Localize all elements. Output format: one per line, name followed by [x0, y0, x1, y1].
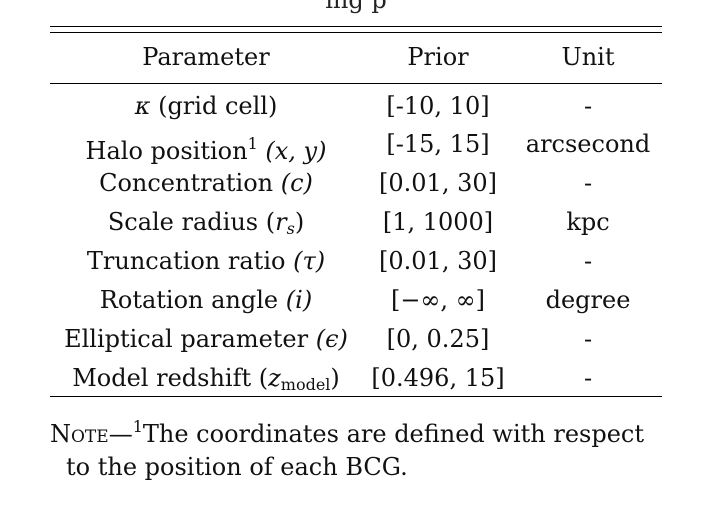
table-row: Scale radius (rs) [1, 1000] kpc	[50, 203, 662, 241]
prior-cell: [-15, 15]	[386, 130, 490, 158]
table-row: Halo position1 (x, y) [-15, 15] arcsecon…	[50, 125, 662, 165]
header-rule	[50, 83, 662, 84]
unit-cell: -	[583, 169, 593, 197]
param-label: Halo position	[85, 137, 248, 165]
param-label: (grid cell)	[158, 92, 278, 120]
top-rule	[50, 26, 662, 27]
param-cell: Halo position1 (x, y)	[50, 125, 362, 170]
param-symbol: κ	[134, 92, 151, 120]
param-symbol: r	[275, 208, 287, 236]
footnote-line-1: Note—1The coordinates are defined with r…	[50, 410, 670, 451]
unit-cell: degree	[545, 286, 631, 314]
param-symbol: (c)	[280, 169, 313, 197]
note-text-line-1: The coordinates are defined with respect	[142, 420, 645, 448]
note-text-line-2: to the position of each BCG.	[66, 453, 408, 481]
param-cell: Concentration (c)	[50, 164, 362, 202]
param-symbol: (i)	[285, 286, 313, 314]
footnote-marker: 1	[132, 417, 143, 436]
prior-cell: [0.01, 30]	[379, 169, 497, 197]
param-label: Truncation ratio	[86, 247, 286, 275]
header-prior: Prior	[407, 43, 469, 71]
table-row: κ (grid cell) [-10, 10] -	[50, 87, 662, 125]
param-symbol: (ϵ)	[315, 325, 348, 353]
table-row: Elliptical parameter (ϵ) [0, 0.25] -	[50, 320, 662, 358]
prior-cell: [-10, 10]	[386, 92, 490, 120]
prior-cell: [1, 1000]	[382, 208, 494, 236]
unit-cell: -	[583, 364, 593, 392]
prior-cell: [−∞, ∞]	[390, 286, 486, 314]
table-row: Truncation ratio (τ) [0.01, 30] -	[50, 242, 662, 280]
unit-cell: arcsecond	[525, 130, 651, 158]
unit-cell: -	[583, 325, 593, 353]
param-cell: Elliptical parameter (ϵ)	[50, 320, 362, 358]
param-cell: Rotation angle (i)	[50, 281, 362, 319]
unit-cell: -	[583, 247, 593, 275]
prior-cell: [0.01, 30]	[379, 247, 497, 275]
param-symbol-subscript: s	[286, 219, 295, 238]
param-cell: Scale radius (rs)	[107, 208, 305, 238]
footnote-marker: 1	[247, 134, 258, 153]
prior-cell: [0.496, 15]	[371, 364, 505, 392]
top-rule-double	[50, 32, 662, 33]
prior-cell: [0, 0.25]	[386, 325, 490, 353]
param-label: Elliptical parameter	[64, 325, 309, 353]
param-label: Scale radius	[107, 208, 259, 236]
param-symbol: (τ)	[293, 247, 326, 275]
param-label: Model redshift	[72, 364, 252, 392]
param-symbol-subscript: model	[280, 375, 331, 394]
param-label: Concentration	[99, 169, 274, 197]
param-cell: κ (grid cell)	[50, 87, 362, 125]
header-unit: Unit	[561, 43, 615, 71]
note-dash: —	[108, 420, 133, 448]
param-label: Rotation angle	[99, 286, 279, 314]
bottom-rule	[50, 396, 662, 397]
param-symbol: z	[268, 364, 281, 392]
table-footnote: Note—1The coordinates are defined with r…	[50, 410, 670, 484]
unit-cell: -	[583, 92, 593, 120]
header-parameter: Parameter	[142, 43, 270, 71]
param-cell: Model redshift (zmodel)	[72, 364, 340, 394]
table-row: Rotation angle (i) [−∞, ∞] degree	[50, 281, 662, 319]
param-symbol: (x, y)	[265, 137, 327, 165]
note-label: Note	[50, 420, 109, 448]
unit-cell: kpc	[566, 208, 610, 236]
param-cell: Truncation ratio (τ)	[50, 242, 362, 280]
table-header-row: Parameter Prior Unit	[50, 38, 662, 76]
table-caption-partial: ing p	[325, 0, 387, 14]
table-row: Model redshift (zmodel) [0.496, 15] -	[50, 359, 662, 397]
table-row: Concentration (c) [0.01, 30] -	[50, 164, 662, 202]
